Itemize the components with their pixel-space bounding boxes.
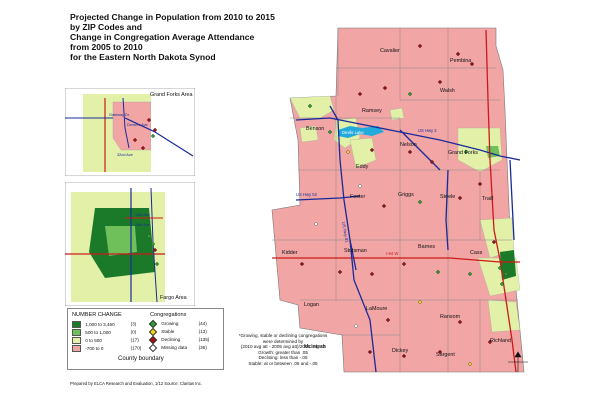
legend-label: -700 to 0 <box>85 345 104 351</box>
road-label: Demers Ave <box>127 123 148 127</box>
legend-label: 1,000 to 3,460 <box>85 321 115 327</box>
footnote-line: Stable: at or between .05 and -.05 <box>248 360 318 366</box>
county-label: Kidder <box>282 250 298 256</box>
county-label: Cass <box>470 250 483 256</box>
title-line: from 2005 to 2010 <box>70 42 143 52</box>
county-label: Steele <box>440 194 455 200</box>
legend-count: (36) <box>198 345 207 351</box>
footnote-line: Growth: greater than .05 <box>258 349 308 355</box>
grand-forks-label: Grand Forks Area <box>150 92 193 98</box>
diamond-icon <box>148 343 158 353</box>
title-line: Change in Congregation Average Attendanc… <box>70 32 255 42</box>
title-line: for the Eastern North Dakota Synod <box>70 52 216 62</box>
legend: NUMBER CHANGE 1,000 to 3,460 (3) 500 to … <box>67 308 224 370</box>
congregation-markers <box>299 43 509 367</box>
legend-label: 0 to 500 <box>85 337 102 343</box>
legend-row: 500 to 1,000 (0) <box>72 329 136 336</box>
legend-count: (135) <box>198 337 210 343</box>
county-label: Cavalier <box>380 48 400 54</box>
title-line: by ZIP Codes and <box>70 22 142 32</box>
county-label: Logan <box>304 302 319 308</box>
legend-row: Missing data (36) <box>148 343 207 353</box>
legend-swatch <box>72 337 81 344</box>
legend-row: Stable (13) <box>148 327 207 337</box>
road-labels: US Hwy 2 US Hwy 52 I-94 W US Hwy 81 Devi… <box>296 128 437 256</box>
county-label: Richland <box>490 338 511 344</box>
road-label: Gateway Dr <box>109 113 130 117</box>
legend-row: -700 to 0 (170) <box>72 345 141 352</box>
county-label: Traill <box>482 196 493 202</box>
legend-count: (0) <box>130 329 137 335</box>
county-label: Foster <box>350 194 365 200</box>
road-label: Devils Lake <box>342 130 364 135</box>
north-arrow <box>508 351 528 372</box>
county-label: Griggs <box>398 192 414 198</box>
county-label: Grand Forks <box>448 150 478 156</box>
title-line: Projected Change in Population from 2010… <box>70 12 275 22</box>
legend-label: Stable <box>161 329 175 335</box>
legend-label: Growing <box>161 321 179 327</box>
congregations-title: Congregations <box>150 312 187 318</box>
legend-count: (13) <box>198 329 207 335</box>
legend-row: Declining (135) <box>148 335 210 345</box>
highways <box>272 29 521 373</box>
fargo-growth <box>500 250 516 280</box>
county-label: Nelson <box>400 142 417 148</box>
county-label: McIntosh <box>304 344 326 350</box>
devils-lake <box>338 126 384 138</box>
legend-swatch <box>72 321 81 328</box>
legend-swatch <box>72 329 81 336</box>
legend-row: 1,000 to 3,460 (3) <box>72 321 136 328</box>
fargo-label: Fargo Area <box>160 295 187 301</box>
county-label: Walsh <box>440 88 455 94</box>
legend-label: 500 to 1,000 <box>85 329 111 335</box>
footnote-line: Declining: less than -.05 <box>258 355 308 361</box>
legend-row: Growing (44) <box>148 319 207 329</box>
number-change-title: NUMBER CHANGE <box>72 312 122 318</box>
legend-count: (44) <box>198 321 207 327</box>
legend-row: 0 to 500 (17) <box>72 337 139 344</box>
legend-swatch <box>72 345 81 352</box>
road-label: I-94 W <box>386 251 398 256</box>
road-label: US Hwy 2 <box>418 128 437 133</box>
county-label: Ransom <box>440 314 461 320</box>
county-label: Dickey <box>392 348 408 354</box>
county-boundaries <box>272 28 518 372</box>
fargo-inset: 12th Ave 19th Ave <box>65 182 195 306</box>
road-label: US Hwy 52 <box>296 192 318 197</box>
footnote-line: *Growing, stable or declining congregati… <box>238 333 328 338</box>
county-boundary-label: County boundary <box>118 356 164 362</box>
county-label: Pembina <box>450 58 471 64</box>
county-label: Benson <box>306 126 324 132</box>
legend-label: Declining <box>161 337 181 343</box>
road-label: 19th Ave <box>135 223 150 227</box>
county-labels: Cavalier Pembina Walsh Ramsey Benson Nel… <box>282 48 511 358</box>
credit-line: Prepared by ELCA Research and Evaluation… <box>70 381 202 386</box>
footnote: *Growing, stable or declining congregati… <box>224 333 342 367</box>
county-label: Stutsman <box>344 248 367 254</box>
road-label: 12th Ave <box>135 213 150 217</box>
map-title: Projected Change in Population from 2010… <box>70 12 300 62</box>
county-label: LaMoure <box>366 306 387 312</box>
grand-forks-inset: Gateway Dr Demers Ave 32nd Ave <box>65 88 195 176</box>
county-label: Sargent <box>436 352 455 358</box>
road-label: 32nd Ave <box>117 153 133 157</box>
legend-count: (3) <box>130 321 137 327</box>
legend-count: (170) <box>130 345 142 351</box>
footnote-line: were determined by <box>262 338 304 344</box>
county-label: Ramsey <box>362 108 382 114</box>
legend-label: Missing data <box>161 345 188 351</box>
county-label: Barnes <box>418 244 435 250</box>
legend-count: (17) <box>130 337 139 343</box>
footnote-line: (2010 avg att - 2005 avg att)/2005 avg a… <box>240 344 326 350</box>
road-label: US Hwy 81 <box>341 221 350 243</box>
county-label: Eddy <box>356 164 369 170</box>
